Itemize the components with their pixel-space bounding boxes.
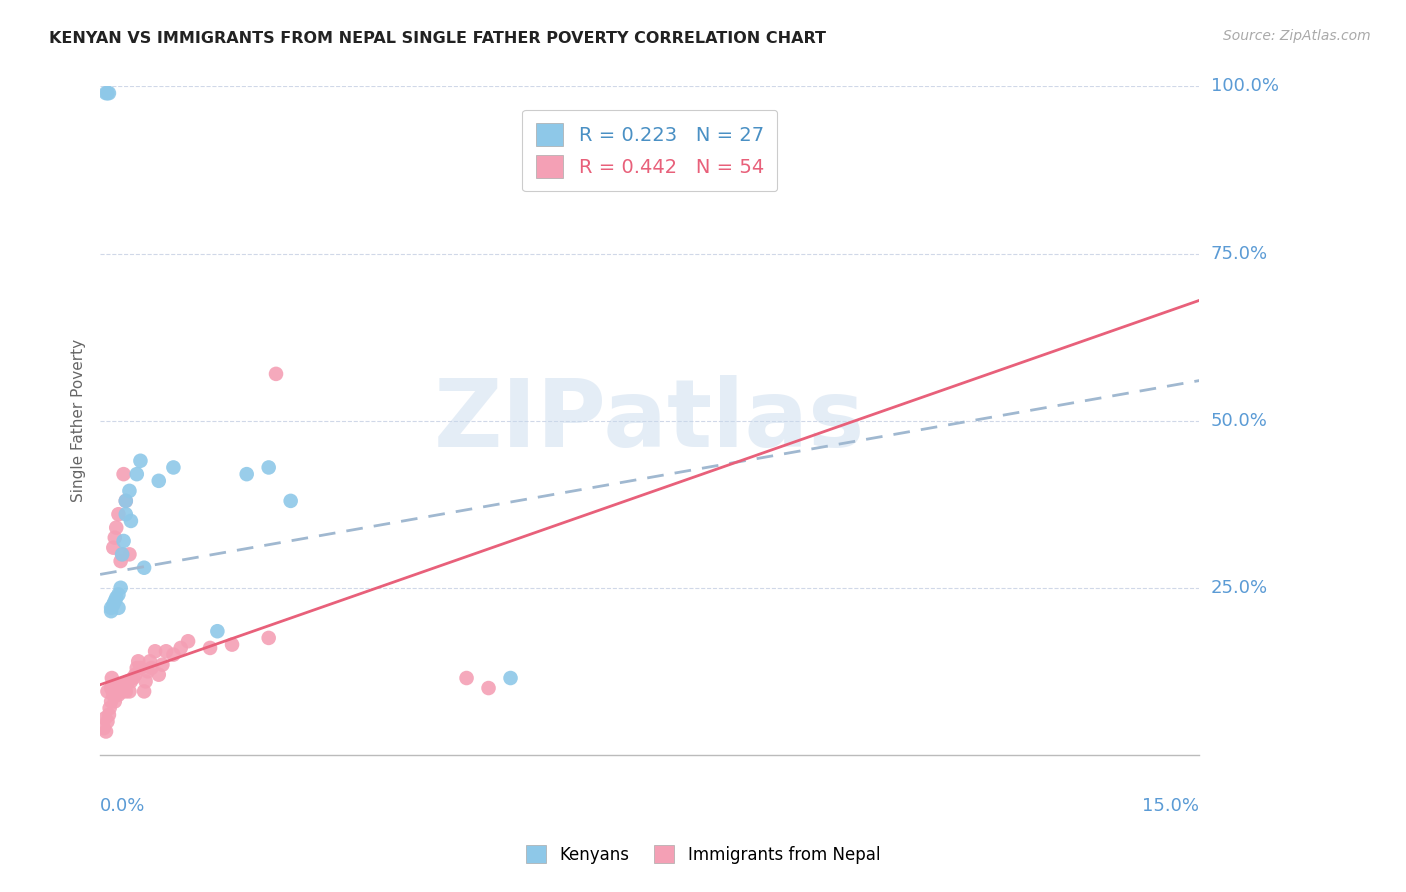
Point (125, 661, 148, 675)
Point (111, 547, 134, 561)
Point (97, 86, 120, 100)
Point (110, 581, 132, 595)
Point (136, 665, 159, 679)
Point (177, 634, 200, 648)
Point (117, 674, 139, 689)
Point (107, 508, 129, 522)
Point (170, 640, 193, 655)
Text: 100.0%: 100.0% (1211, 78, 1278, 95)
Point (125, 467, 148, 482)
Point (118, 547, 141, 561)
Point (105, 684, 128, 698)
Point (127, 654, 149, 668)
Text: 75.0%: 75.0% (1211, 244, 1268, 262)
Point (114, 684, 136, 698)
Point (111, 547, 134, 561)
Point (257, 631, 280, 645)
Point (135, 674, 157, 689)
Point (132, 684, 155, 698)
Point (124, 667, 146, 681)
Point (155, 644, 177, 658)
Point (103, 688, 125, 702)
Point (162, 460, 184, 475)
Point (114, 494, 136, 508)
Point (96, 86, 118, 100)
Point (129, 661, 152, 675)
Point (114, 508, 136, 522)
Point (148, 474, 170, 488)
Point (141, 661, 163, 675)
Point (139, 654, 162, 668)
Text: 15.0%: 15.0% (1143, 797, 1199, 814)
Text: 0.0%: 0.0% (100, 797, 145, 814)
Point (104, 594, 127, 608)
Text: ZIPatlas: ZIPatlas (434, 375, 866, 467)
Point (114, 494, 136, 508)
Point (120, 674, 142, 689)
Point (97, 707, 120, 722)
Point (112, 533, 135, 548)
Point (103, 541, 125, 555)
Point (207, 624, 229, 639)
Point (107, 600, 129, 615)
Point (107, 587, 129, 601)
Point (98, 701, 121, 715)
Point (105, 591, 128, 605)
Point (103, 598, 125, 612)
Text: Source: ZipAtlas.com: Source: ZipAtlas.com (1223, 29, 1371, 43)
Point (499, 671, 522, 685)
Point (456, 671, 478, 685)
Point (96, 684, 118, 698)
Point (96, 714, 118, 729)
Point (107, 688, 129, 702)
Point (100, 681, 122, 695)
Text: 50.0%: 50.0% (1211, 412, 1267, 430)
Point (100, 694, 122, 708)
Point (148, 667, 170, 681)
Point (94, 86, 117, 100)
Point (280, 494, 302, 508)
Point (112, 678, 135, 692)
Point (132, 560, 155, 574)
Point (104, 531, 127, 545)
Point (120, 514, 142, 528)
Point (143, 644, 166, 658)
Point (100, 600, 122, 615)
Point (101, 671, 124, 685)
Point (118, 684, 141, 698)
Point (112, 467, 135, 482)
Point (100, 604, 122, 618)
Point (111, 684, 134, 698)
Y-axis label: Single Father Poverty: Single Father Poverty (72, 339, 86, 502)
Point (235, 467, 257, 482)
Point (93, 721, 115, 735)
Legend: R = 0.223   N = 27, R = 0.442   N = 54: R = 0.223 N = 27, R = 0.442 N = 54 (522, 110, 778, 192)
Point (477, 681, 499, 695)
Point (129, 454, 152, 468)
Point (264, 367, 287, 381)
Point (110, 681, 132, 695)
Legend: Kenyans, Immigrants from Nepal: Kenyans, Immigrants from Nepal (519, 838, 887, 871)
Point (107, 678, 129, 692)
Point (104, 694, 127, 708)
Point (152, 657, 174, 672)
Point (221, 638, 243, 652)
Point (198, 640, 221, 655)
Point (110, 554, 132, 568)
Point (122, 671, 145, 685)
Point (118, 483, 141, 498)
Point (105, 521, 128, 535)
Point (94, 711, 117, 725)
Text: 25.0%: 25.0% (1211, 579, 1268, 597)
Point (257, 460, 280, 475)
Point (162, 648, 184, 662)
Text: KENYAN VS IMMIGRANTS FROM NEPAL SINGLE FATHER POVERTY CORRELATION CHART: KENYAN VS IMMIGRANTS FROM NEPAL SINGLE F… (49, 31, 827, 46)
Point (94, 724, 117, 739)
